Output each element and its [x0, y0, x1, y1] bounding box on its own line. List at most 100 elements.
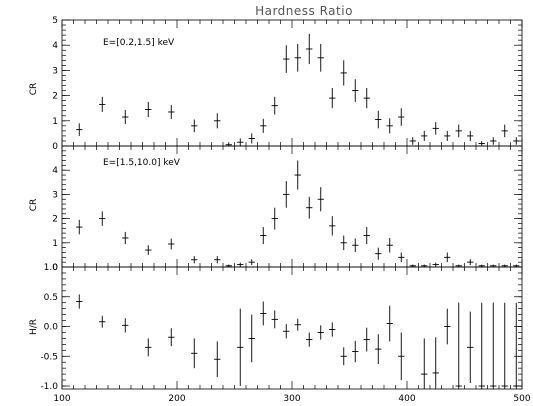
data-point	[283, 181, 290, 208]
y-tick-label: 0.5	[44, 293, 58, 303]
data-point	[455, 302, 462, 389]
panel-2: 0 1 2 3 4 CR E=[1.5,10.0] keV	[29, 145, 523, 273]
data-point	[214, 256, 221, 264]
y-tick-label: 1	[52, 239, 58, 249]
data-point	[225, 264, 232, 267]
data-point	[306, 332, 313, 347]
data-point	[513, 137, 520, 145]
y-tick-label: 3	[52, 190, 58, 200]
data-point	[409, 137, 416, 145]
data-point	[76, 219, 83, 235]
y-tick-label: 2	[52, 92, 58, 102]
panel-1: 0 1 2 3 4 5 CR E=[0.2,1.5] keV	[29, 16, 523, 152]
y-tick-label: 4	[52, 166, 58, 176]
data-point	[490, 264, 497, 267]
data-point	[490, 137, 497, 145]
data-point	[260, 118, 267, 133]
y-axis-label: CR	[29, 83, 39, 96]
data-point	[225, 142, 232, 146]
data-point	[317, 325, 324, 340]
data-point	[363, 227, 370, 245]
data-point	[145, 338, 152, 357]
x-tick-label: 300	[283, 394, 300, 404]
data-point	[501, 302, 508, 389]
energy-band-label: E=[0.2,1.5] keV	[103, 38, 175, 48]
data-point	[294, 43, 301, 72]
data-point	[168, 328, 175, 347]
y-tick-label: 0	[52, 142, 58, 152]
data-point	[168, 104, 175, 120]
data-point	[168, 238, 175, 250]
data-point	[237, 138, 244, 146]
y-tick-label: 3	[52, 66, 58, 76]
data-point	[76, 123, 83, 136]
data-point	[283, 324, 290, 339]
data-point	[271, 310, 278, 329]
data-point	[191, 338, 198, 369]
data-point	[432, 122, 439, 135]
data-point	[340, 60, 347, 86]
data-point	[248, 259, 255, 266]
data-point	[214, 341, 221, 378]
data-point	[122, 231, 129, 245]
data-point	[145, 101, 152, 118]
y-tick-label: 0	[52, 263, 58, 273]
data-point	[122, 109, 129, 125]
data-point	[467, 311, 474, 384]
y-tick-label: 1.0	[44, 263, 59, 273]
data-point	[501, 264, 508, 267]
data-point	[248, 133, 255, 144]
data-point	[421, 130, 428, 141]
data-point	[306, 196, 313, 219]
data-point	[248, 314, 255, 363]
data-point	[99, 96, 106, 112]
data-point	[409, 264, 416, 267]
x-tick-label: 500	[513, 394, 530, 404]
data-point	[294, 318, 301, 331]
data-point	[294, 160, 301, 190]
x-tick-label: 200	[168, 394, 185, 404]
data-point	[398, 108, 405, 126]
data-point	[421, 338, 428, 389]
data-point	[467, 130, 474, 141]
data-point	[122, 318, 129, 333]
data-point	[214, 113, 221, 129]
data-point	[260, 301, 267, 326]
data-point	[386, 237, 393, 253]
data-point	[352, 340, 359, 363]
y-tick-label: -0.5	[40, 352, 58, 362]
y-tick-label: -1.0	[40, 382, 58, 392]
data-point	[352, 79, 359, 102]
data-point	[478, 140, 485, 146]
data-point	[444, 308, 451, 345]
data-point	[363, 327, 370, 352]
data-point	[76, 294, 83, 309]
data-point	[513, 302, 520, 389]
data-point	[386, 305, 393, 342]
data-point	[490, 302, 497, 389]
data-point	[271, 207, 278, 230]
data-point	[191, 256, 198, 264]
data-point	[283, 45, 290, 73]
data-point	[421, 264, 428, 267]
data-point	[317, 187, 324, 212]
data-point	[375, 110, 382, 129]
data-point	[99, 315, 106, 328]
data-point	[237, 262, 244, 267]
y-tick-label: 1	[52, 117, 58, 127]
data-point	[145, 245, 152, 255]
data-point	[444, 252, 451, 263]
data-point	[99, 211, 106, 226]
y-axis-label: H/R	[29, 319, 39, 335]
x-tick-label: 400	[398, 394, 415, 404]
y-tick-label: 5	[52, 16, 58, 26]
data-point	[363, 88, 370, 109]
chart-title: Hardness Ratio	[255, 4, 353, 18]
data-point	[352, 238, 359, 252]
data-point	[398, 332, 405, 381]
data-point	[237, 308, 244, 387]
data-point	[340, 235, 347, 251]
data-point	[455, 124, 462, 138]
data-point	[513, 264, 520, 267]
